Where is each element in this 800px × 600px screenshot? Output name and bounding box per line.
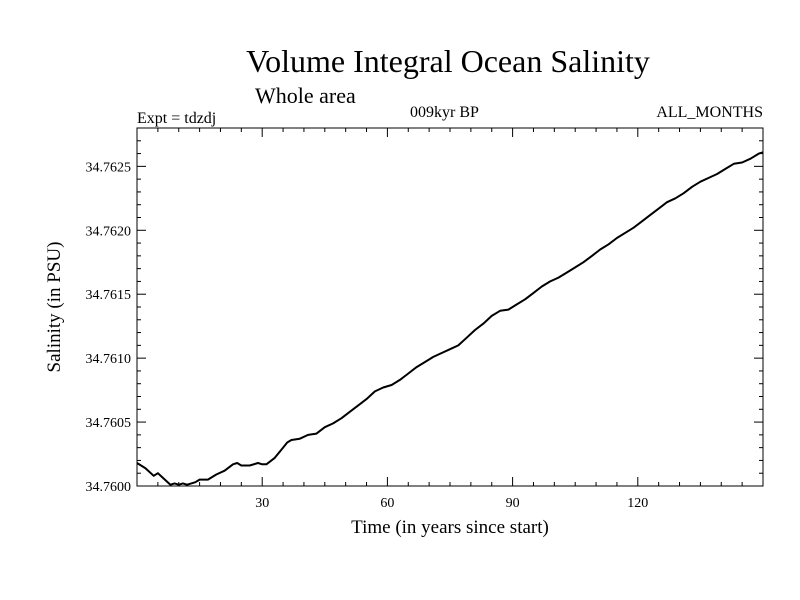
plot-area: 30 60 90 120 34.760034.760534.761034.761534… [86,127,764,511]
y-axis-ticks: 34.7600 34.7605 34.7610 34.7615 34.7620 34.76… [86,160,763,495]
chart-subtitle: Whole area [255,83,356,108]
minor-ticks [137,128,763,486]
x-tick-label: 30 [255,496,269,511]
y-tick-label: 34.7600 [86,480,132,495]
series-line-salinity [136,151,764,486]
x-tick-label: 90 [506,496,520,511]
plot-frame [136,127,764,487]
y-tick-label: 34.7625 [86,160,132,175]
y-tick-label: 34.7605 [86,416,132,431]
x-axis-ticks: 30 60 90 120 [255,128,648,511]
expt-label: Expt = tdzdj [137,110,216,127]
x-axis-label: Time (in years since start) [351,517,549,538]
y-tick-label: 34.7610 [86,352,132,367]
x-tick-label: 60 [380,496,394,511]
y-axis-label: Salinity (in PSU) [44,242,65,373]
chart-title: Volume Integral Ocean Salinity [246,43,650,79]
x-tick-label: 120 [627,496,648,511]
period-label: 009kyr BP [410,104,479,121]
y-tick-label: 34.7615 [86,288,132,303]
months-label: ALL_MONTHS [656,104,763,121]
y-tick-label: 34.7620 [86,224,132,239]
